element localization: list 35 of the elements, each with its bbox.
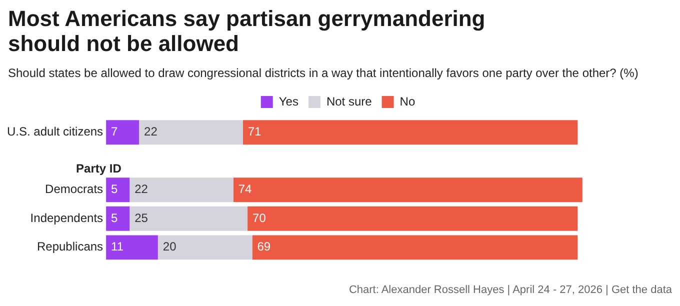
bar bbox=[242, 120, 578, 145]
y-tick-label: Democrats bbox=[45, 182, 104, 196]
bar bbox=[130, 206, 248, 231]
bar bbox=[252, 235, 578, 260]
data-label: 11 bbox=[111, 240, 124, 254]
data-label: 70 bbox=[252, 210, 266, 225]
data-label: 69 bbox=[257, 240, 271, 254]
annotation: Party ID bbox=[76, 161, 122, 176]
data-label: 22 bbox=[134, 182, 148, 196]
data-label: 7 bbox=[111, 124, 118, 139]
data-label: 5 bbox=[111, 210, 118, 225]
bar bbox=[106, 120, 140, 145]
y-tick-label: Independents bbox=[30, 210, 104, 225]
y-tick-label: U.S. adult citizens bbox=[6, 124, 104, 139]
data-label: 25 bbox=[134, 210, 148, 225]
bar bbox=[158, 235, 252, 260]
data-label: 74 bbox=[238, 182, 252, 196]
data-label: 71 bbox=[248, 124, 262, 139]
chart-title: Most Americans say partisan gerrymandering should not be allowed bbox=[8, 6, 486, 56]
bar bbox=[233, 178, 582, 202]
legend-label: No bbox=[400, 94, 416, 108]
bar bbox=[106, 235, 158, 260]
data-label: 22 bbox=[144, 124, 158, 139]
bar bbox=[106, 206, 130, 231]
bar bbox=[130, 178, 234, 202]
bar bbox=[248, 206, 578, 231]
legend-label: Not sure bbox=[326, 94, 372, 108]
data-label: 5 bbox=[111, 182, 118, 196]
data-label: 20 bbox=[162, 240, 177, 254]
bar bbox=[139, 120, 243, 145]
legend-label: Yes bbox=[278, 94, 298, 108]
y-tick-label: Republicans bbox=[36, 240, 104, 254]
text: Chart: Alexander Rossell Hayes | April 24 - 27, 2026 | Get the data bbox=[348, 284, 672, 296]
bar bbox=[106, 178, 130, 202]
chart-subtitle: Should states be allowed to draw congressional districts in a way that intentionally favors one party over the other? (%) bbox=[8, 66, 640, 80]
